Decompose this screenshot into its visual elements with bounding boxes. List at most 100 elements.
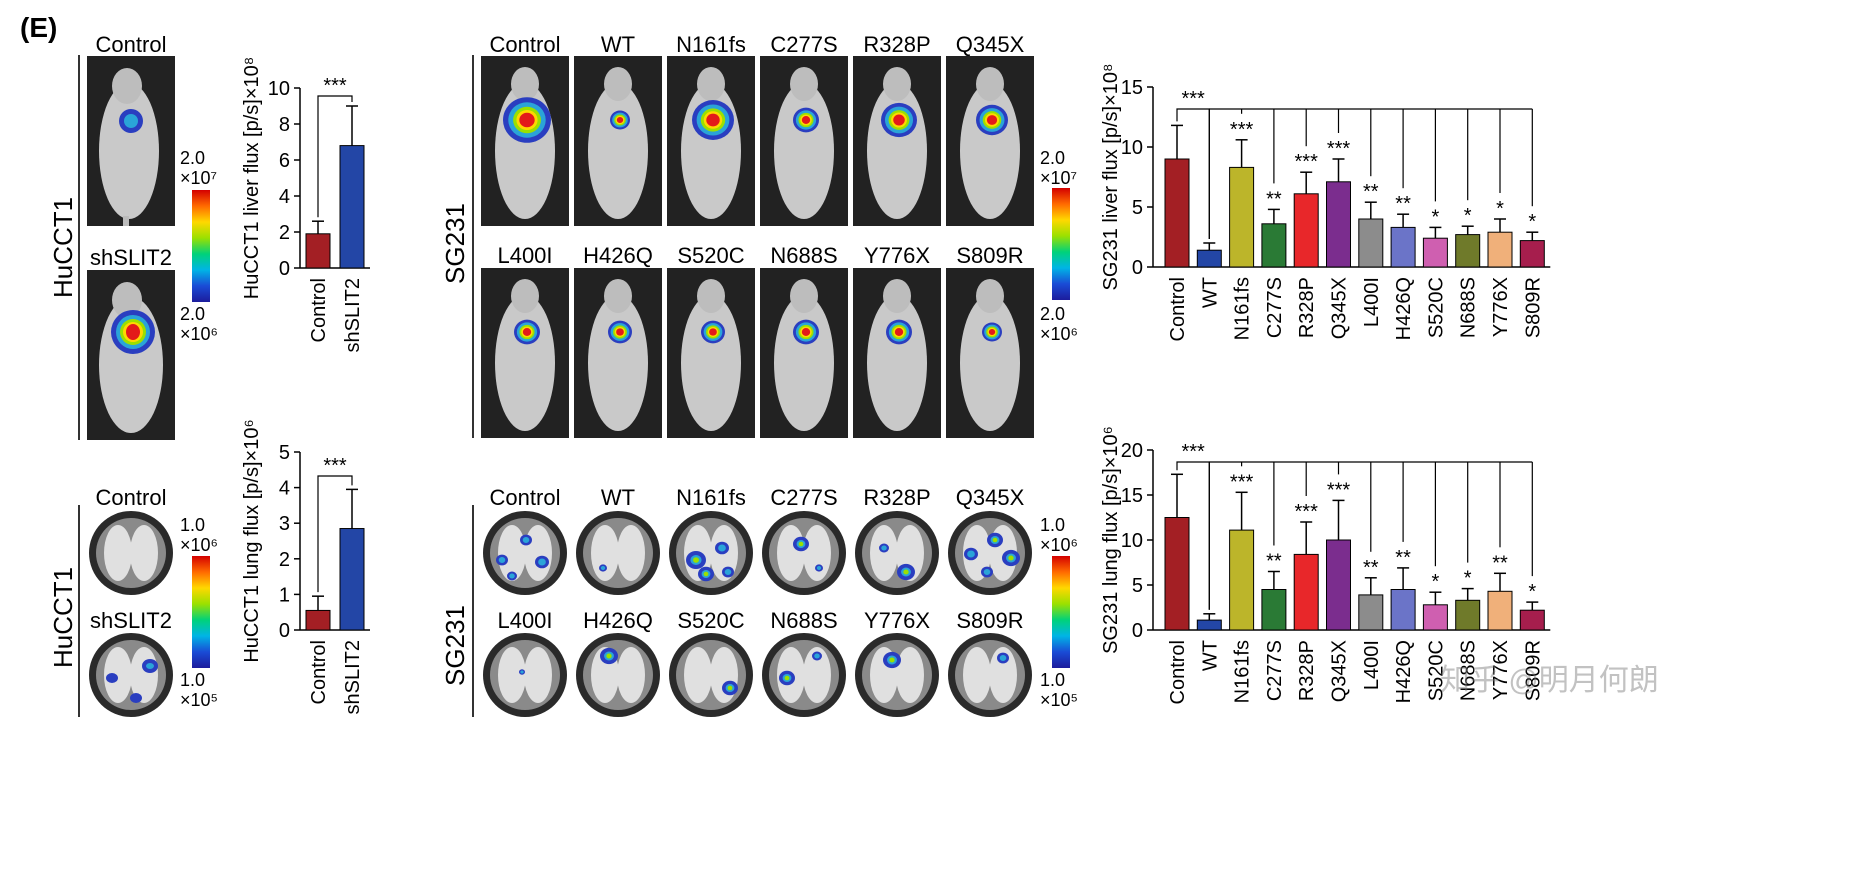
bar-s520c <box>1422 237 1448 268</box>
condition-label-s809r: S809R <box>956 608 1024 633</box>
bar-wt <box>1196 249 1222 268</box>
bar-s520c <box>1422 604 1448 631</box>
bar-n688s <box>1455 234 1481 268</box>
mouse-image-n688s <box>760 268 848 438</box>
middle-lung-bracket <box>472 505 474 717</box>
sg231-lung-colorbar <box>1052 556 1070 668</box>
significance-stars: *** <box>1295 501 1319 523</box>
x-tick-label-l400i: L400I <box>1361 640 1383 690</box>
significance-stars: * <box>1464 205 1472 227</box>
lung-image-hucct1-control <box>88 510 174 596</box>
lung-image-n161fs <box>668 510 754 596</box>
significance-stars: * <box>1496 198 1504 220</box>
significance-stars: *** <box>1230 119 1254 141</box>
bar-l400i <box>1358 218 1384 268</box>
bar-control <box>305 233 331 269</box>
mouse-image-hucct1-shslit2 <box>87 270 175 440</box>
x-tick-label-n688s: N688S <box>1458 277 1480 338</box>
x-tick-label-q345x: Q345X <box>1329 277 1351 339</box>
y-axis-label: HuCCT1 liver flux [p/s]×10⁸ <box>241 57 263 299</box>
scale-max-exponent: ×10⁷ <box>1040 168 1078 188</box>
bar-r328p <box>1293 193 1319 268</box>
bar-q345x <box>1326 539 1351 631</box>
significance-stars: ** <box>1266 188 1282 210</box>
hucct1-lung-label-control: Control <box>95 485 167 510</box>
bar-y776x <box>1487 231 1513 268</box>
scale-min-value: 2.0 <box>1040 304 1066 324</box>
y-axis-label: SG231 liver flux [p/s]×10⁸ <box>1100 64 1122 291</box>
condition-label-r328p: R328P <box>863 485 931 510</box>
lung-image-r328p <box>854 510 940 596</box>
condition-label-n688s: N688S <box>770 243 838 268</box>
x-tick-label-y776x: Y776X <box>1490 277 1512 337</box>
mouse-image-control <box>481 56 569 226</box>
x-tick-label-s520c: S520C <box>1425 640 1447 701</box>
x-tick-label-s809r: S809R <box>1522 277 1544 338</box>
bar-control <box>1164 517 1190 631</box>
hucct1-lung-scale-min: 1.0 ×10⁵ <box>180 670 218 710</box>
lung-image-s520c <box>668 632 754 718</box>
sg231-liver-scale-max: 2.0 ×10⁷ <box>1040 148 1077 188</box>
left-liver-bracket <box>78 55 80 440</box>
middle-liver-bracket <box>472 55 474 438</box>
bar-n688s <box>1455 599 1481 631</box>
condition-label-c277s: C277S <box>770 32 838 57</box>
hucct1-lung-colorbar <box>192 556 210 668</box>
significance-stars: *** <box>323 455 347 477</box>
condition-label-h426q: H426Q <box>583 608 653 633</box>
scale-max-exponent: ×10⁷ <box>180 168 218 188</box>
y-axis-label: HuCCT1 lung flux [p/s]×10⁶ <box>241 419 263 662</box>
bar-shslit2 <box>339 145 365 269</box>
lung-image-hucct1-shslit2 <box>88 632 174 718</box>
bar-q345x <box>1326 181 1351 268</box>
x-tick-label-shslit2: shSLIT2 <box>342 278 364 352</box>
lung-image-s809r <box>947 632 1033 718</box>
scale-min-value: 1.0 <box>1040 670 1066 690</box>
bar-h426q <box>1390 226 1416 268</box>
condition-label-q345x: Q345X <box>955 485 1025 510</box>
hucct1-lung-scale-max: 1.0 ×10⁶ <box>180 515 218 555</box>
significance-stars: ** <box>1492 552 1508 574</box>
y-tick-label: 8 <box>279 114 290 136</box>
significance-stars: * <box>1528 581 1536 603</box>
scale-max-value: 1.0 <box>1040 515 1066 535</box>
y-tick-label: 2 <box>279 222 290 244</box>
y-tick-label: 15 <box>1121 77 1143 99</box>
mouse-image-s809r <box>946 268 1034 438</box>
scale-max-value: 1.0 <box>180 515 206 535</box>
y-tick-label: 4 <box>279 186 290 208</box>
hucct1-liver-label-control: Control <box>95 32 167 57</box>
x-tick-label-n161fs: N161fs <box>1232 640 1254 703</box>
condition-label-y776x: Y776X <box>863 608 931 633</box>
y-tick-label: 0 <box>279 258 290 280</box>
bar-wt <box>1196 619 1222 631</box>
x-tick-label-c277s: C277S <box>1264 277 1286 338</box>
mouse-image-s520c <box>667 268 755 438</box>
watermark: 知乎 @明月何朗 <box>1440 664 1659 697</box>
hucct1-liver-colorbar <box>192 190 210 302</box>
condition-label-l400i: L400I <box>497 243 553 268</box>
scale-max-exponent: ×10⁶ <box>1040 535 1078 555</box>
lung-image-n688s <box>761 632 847 718</box>
y-tick-label: 5 <box>1132 197 1143 219</box>
x-tick-label-y776x: Y776X <box>1490 640 1512 700</box>
y-tick-label: 10 <box>268 78 290 100</box>
condition-label-control: Control <box>489 485 561 510</box>
y-tick-label: 1 <box>279 584 290 606</box>
bar-n161fs <box>1229 166 1255 268</box>
hucct1-liver-scale-max: 2.0 ×10⁷ <box>180 148 217 188</box>
bar-n161fs <box>1229 529 1255 631</box>
condition-label-s520c: S520C <box>677 608 745 633</box>
x-tick-label-r328p: R328P <box>1296 640 1318 701</box>
condition-label-s809r: S809R <box>956 243 1024 268</box>
scale-min-exponent: ×10⁵ <box>1040 690 1078 710</box>
lung-image-y776x <box>854 632 940 718</box>
y-tick-label: 5 <box>279 442 290 464</box>
sg231-lung-scale-min: 1.0 ×10⁵ <box>1040 670 1078 710</box>
condition-label-r328p: R328P <box>863 32 931 57</box>
mouse-image-wt <box>574 56 662 226</box>
panel-label: (E) <box>20 12 58 43</box>
